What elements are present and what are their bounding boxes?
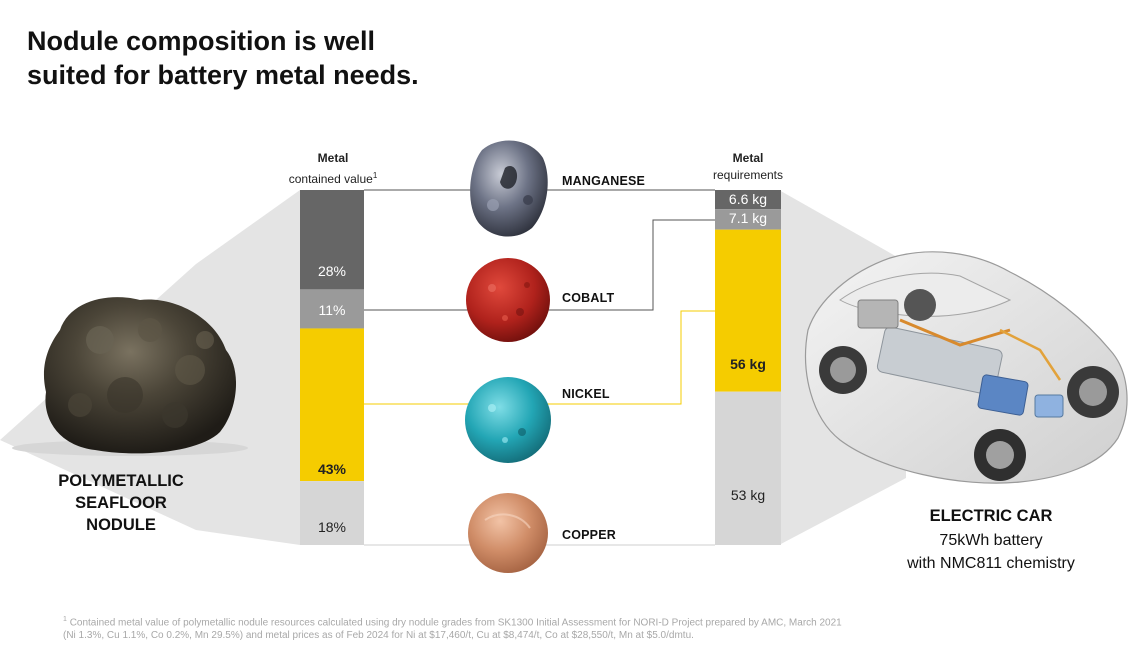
- bar-segment-nickel: [715, 229, 781, 392]
- value-label-copper: 18%: [317, 519, 347, 535]
- value-label-cobalt: 11%: [318, 302, 346, 319]
- footnote-superscript: 1: [63, 616, 67, 623]
- bar-segment-manganese: [715, 190, 781, 210]
- car-label-title: ELECTRIC CAR: [929, 507, 1053, 525]
- requirement-label-copper: 53 kg: [730, 486, 766, 503]
- seafloor-nodule-icon: [12, 297, 248, 456]
- bar-segment-manganese: [300, 190, 364, 290]
- value-label-manganese: 28%: [317, 263, 347, 280]
- right-column-heading-line1: Metal: [732, 151, 764, 165]
- requirement-label-manganese: 6.6 kg: [728, 190, 768, 207]
- value-label-nickel: 43%: [317, 461, 347, 478]
- car-label-chemistry: with NMC811 chemistry: [907, 555, 1075, 572]
- bar-segment-copper: [715, 391, 781, 545]
- car-label-sub: 75kWh battery with NMC811 chemistry: [881, 529, 1101, 575]
- requirement-label-nickel: 56 kg: [730, 356, 766, 372]
- bar-segment-nickel: [300, 328, 364, 482]
- cobalt-granules-icon: [466, 258, 550, 342]
- electric-car-cutaway-icon: [805, 251, 1128, 484]
- nodule-label-line3: NODULE: [86, 516, 156, 534]
- metal-label-nickel: NICKEL: [562, 387, 610, 401]
- bar-segment-cobalt: [300, 289, 364, 329]
- right-column-heading-line2: requirements: [712, 168, 784, 182]
- metal-value-stacked-bar: [300, 190, 364, 545]
- metal-label-manganese: MANGANESE: [562, 174, 646, 188]
- footnote-line1: Contained metal value of polymetallic no…: [69, 617, 842, 629]
- metal-requirements-stacked-bar: [715, 190, 781, 545]
- bar-segment-cobalt: [715, 209, 781, 230]
- nodule-label-line2: SEAFLOOR: [75, 494, 167, 512]
- left-column-heading: Metal contained value1: [268, 150, 398, 188]
- manganese-rock-icon: [470, 140, 548, 237]
- nickel-granules-icon: [465, 377, 551, 463]
- metal-label-cobalt: COBALT: [562, 291, 615, 305]
- left-column-heading-line1: Metal: [317, 151, 349, 165]
- nodule-label-line1: POLYMETALLIC: [58, 472, 184, 490]
- metal-label-copper: COPPER: [562, 528, 616, 542]
- copper-disc-icon: [468, 493, 548, 573]
- title-line-1: Nodule composition is well: [27, 26, 376, 56]
- title-line-2: suited for battery metal needs.: [27, 60, 419, 90]
- footnote-line2: (Ni 1.3%, Cu 1.1%, Co 0.2%, Mn 29.5%) an…: [63, 630, 694, 642]
- footnote-marker: 1: [372, 171, 378, 180]
- bar-segment-copper: [300, 481, 364, 545]
- right-column-heading: Metal requirements: [697, 150, 799, 184]
- car-label-battery: 75kWh battery: [939, 532, 1043, 549]
- page-title: Nodule composition is well suited for ba…: [27, 24, 419, 92]
- left-column-heading-line2: contained value: [288, 172, 373, 186]
- footnote: 1 Contained metal value of polymetallic …: [63, 613, 842, 642]
- nodule-label: POLYMETALLIC SEAFLOOR NODULE: [36, 470, 206, 536]
- requirement-label-cobalt: 7.1 kg: [728, 210, 768, 227]
